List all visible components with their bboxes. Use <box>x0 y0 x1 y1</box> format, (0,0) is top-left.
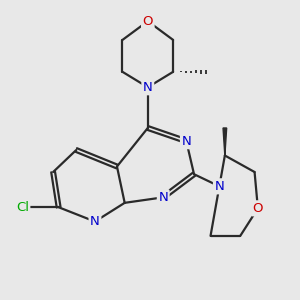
Text: Cl: Cl <box>16 201 29 214</box>
Text: O: O <box>142 15 153 28</box>
Text: N: N <box>158 191 168 204</box>
Text: N: N <box>182 135 191 148</box>
Text: N: N <box>143 81 153 94</box>
Text: O: O <box>253 202 263 215</box>
Polygon shape <box>223 128 227 155</box>
Text: N: N <box>90 215 100 228</box>
Text: N: N <box>214 180 224 193</box>
